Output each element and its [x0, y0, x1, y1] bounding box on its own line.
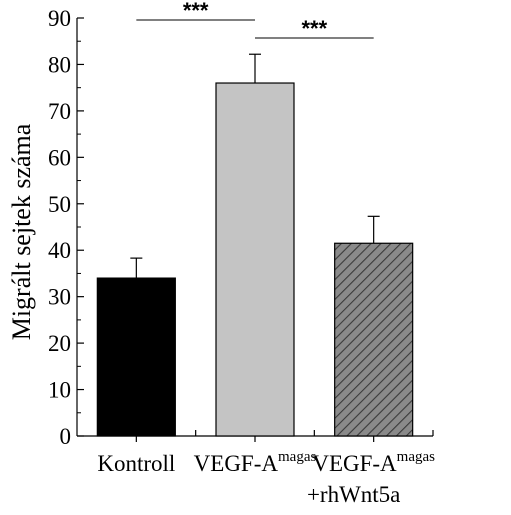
y-tick-label: 0: [60, 424, 72, 449]
x-tick-label-2: VEGF-Amagas: [312, 449, 435, 476]
x-tick-label-1: VEGF-Amagas: [194, 449, 317, 476]
y-tick-label: 30: [48, 285, 71, 310]
bar-0: [96, 277, 176, 437]
bar-1: [215, 82, 295, 437]
y-tick-label: 40: [48, 238, 71, 263]
y-tick-label: 80: [48, 52, 71, 77]
y-tick-label: 70: [48, 99, 71, 124]
y-tick-label: 90: [48, 6, 71, 31]
x-tick-label-0: Kontroll: [97, 451, 175, 476]
y-tick-label: 50: [48, 192, 71, 217]
x-tick-label-line2-2: +rhWnt5a: [307, 482, 400, 507]
significance-label-0: ***: [183, 0, 209, 23]
category-superscript: magas: [278, 449, 316, 465]
category-label: VEGF-A: [312, 451, 397, 476]
significance-label-1: ***: [301, 16, 327, 41]
category-label: Kontroll: [97, 451, 175, 476]
y-axis-label: Migrált sejtek száma: [7, 123, 36, 340]
category-label: VEGF-A: [194, 451, 279, 476]
y-tick-label: 60: [48, 145, 71, 170]
y-tick-label: 20: [48, 331, 71, 356]
y-tick-label: 10: [48, 378, 71, 403]
category-superscript: magas: [397, 449, 435, 465]
bar-2: [334, 242, 414, 437]
